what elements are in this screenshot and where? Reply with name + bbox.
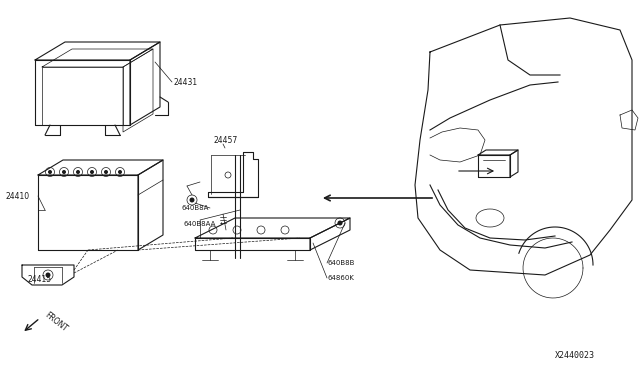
Text: 640B8A: 640B8A <box>182 205 209 211</box>
Circle shape <box>62 170 66 174</box>
Circle shape <box>189 198 195 202</box>
Text: 24457: 24457 <box>213 135 237 144</box>
Circle shape <box>337 221 342 225</box>
Text: 64860K: 64860K <box>328 275 355 281</box>
Circle shape <box>45 273 51 278</box>
Text: 24415: 24415 <box>28 276 52 285</box>
Circle shape <box>76 170 80 174</box>
Circle shape <box>104 170 108 174</box>
Circle shape <box>118 170 122 174</box>
Text: FRONT: FRONT <box>43 311 69 334</box>
Text: 24431: 24431 <box>174 77 198 87</box>
Circle shape <box>48 170 52 174</box>
Text: 640B8AA: 640B8AA <box>183 221 216 227</box>
Text: 640B8B: 640B8B <box>328 260 355 266</box>
Text: 24410: 24410 <box>5 192 29 201</box>
Circle shape <box>90 170 94 174</box>
Text: X2440023: X2440023 <box>555 350 595 359</box>
